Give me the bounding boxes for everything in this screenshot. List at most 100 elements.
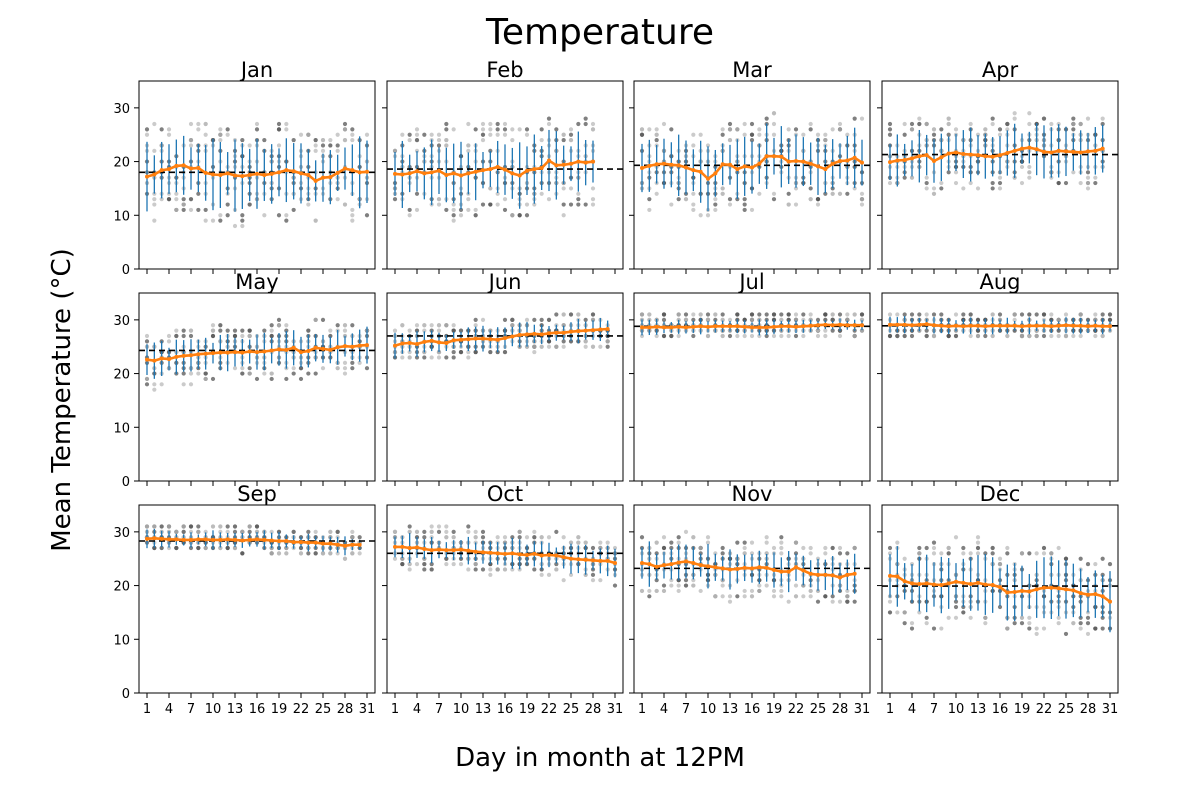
scatter-point (837, 312, 843, 317)
daily-mean-point (451, 548, 456, 553)
scatter-point (808, 197, 813, 202)
scatter-point (488, 567, 493, 572)
scatter-point (174, 529, 179, 534)
daily-mean-point (845, 158, 850, 163)
scatter-point (510, 567, 515, 572)
scatter-point (793, 540, 799, 545)
scatter-point (284, 545, 289, 551)
scatter-point (735, 197, 740, 202)
daily-mean-point (269, 538, 274, 543)
daily-mean-point (510, 551, 515, 556)
scatter-point (210, 323, 216, 328)
scatter-point (1027, 626, 1032, 631)
daily-mean-point (917, 154, 922, 159)
scatter-point (997, 561, 1003, 567)
scatter-point (683, 312, 689, 317)
daily-mean-line (889, 146, 1104, 164)
daily-mean-point (1056, 148, 1061, 153)
scatter-point (269, 529, 274, 534)
daily-mean-point (808, 571, 813, 576)
scatter-point (1056, 545, 1061, 551)
x-tick-label: 7 (930, 702, 938, 717)
scatter-point (837, 599, 843, 604)
scatter-point (561, 137, 566, 143)
scatter-point (466, 207, 471, 213)
scatter-point (968, 180, 973, 186)
scatter-point (210, 333, 216, 339)
scatter-point (931, 626, 937, 631)
daily-mean-point (1034, 323, 1039, 328)
daily-mean-point (444, 173, 449, 177)
scatter-point (961, 604, 966, 610)
daily-mean-point (495, 337, 500, 342)
scatter-point (698, 551, 703, 556)
daily-mean-point (888, 322, 892, 327)
x-tick-label: 1 (143, 702, 151, 717)
daily-mean-point (306, 173, 311, 177)
daily-mean-point (255, 537, 259, 542)
scatter-point (466, 197, 471, 202)
scatter-point (407, 349, 412, 355)
scatter-point (240, 223, 245, 229)
scatter-point (887, 599, 893, 604)
scatter-point (1078, 556, 1083, 561)
panel-jun: Jun (382, 270, 624, 486)
scatter-point (436, 323, 442, 328)
scatter-point (1027, 175, 1032, 180)
scatter-point (144, 376, 150, 382)
x-tick-label: 10 (205, 702, 222, 717)
scatter-point (823, 317, 828, 322)
scatter-point (808, 594, 813, 599)
scatter-point (181, 524, 186, 529)
scatter-point (837, 551, 843, 556)
scatter-point (1100, 556, 1105, 561)
scatter-point (590, 121, 596, 127)
daily-mean-point (240, 174, 245, 179)
scatter-point (749, 132, 755, 137)
daily-mean-point (262, 537, 267, 542)
daily-mean-point (247, 173, 252, 177)
scatter-point (669, 127, 674, 132)
scatter-point (568, 339, 574, 344)
scatter-point (181, 371, 186, 376)
daily-mean-point (1005, 590, 1010, 595)
scatter-point (917, 610, 922, 615)
scatter-point (422, 535, 427, 540)
scatter-point (196, 545, 201, 551)
scatter-point (654, 127, 659, 132)
scatter-point (859, 116, 865, 121)
scatter-point (661, 588, 667, 594)
scatter-point (852, 599, 857, 604)
scatter-point (436, 137, 442, 143)
daily-mean-point (576, 159, 581, 164)
scatter-point (887, 610, 893, 615)
scatter-point (953, 180, 959, 186)
scatter-point (400, 561, 405, 567)
scatter-point (612, 545, 618, 551)
daily-mean-point (167, 357, 171, 362)
scatter-point (1027, 170, 1032, 175)
daily-mean-point (713, 171, 718, 176)
scatter-point (1056, 333, 1061, 339)
scatter-point (444, 127, 449, 132)
daily-mean-point (910, 156, 914, 161)
scatter-point (793, 202, 799, 207)
scatter-point (808, 588, 813, 594)
daily-mean-point (1012, 148, 1017, 153)
scatter-point (931, 127, 937, 132)
scatter-point (444, 143, 449, 148)
daily-mean-point (1042, 323, 1046, 328)
scatter-point (306, 202, 311, 207)
scatter-point (691, 143, 696, 148)
scatter-point (1034, 551, 1039, 556)
scatter-point (639, 127, 645, 132)
scatter-point (1100, 572, 1105, 577)
scatter-point (232, 524, 238, 529)
daily-mean-point (983, 154, 988, 159)
scatter-point (917, 121, 922, 127)
scatter-point (757, 583, 762, 588)
daily-mean-point (691, 561, 696, 566)
scatter-point (757, 127, 762, 132)
scatter-point (320, 143, 326, 148)
daily-mean-point (932, 582, 936, 587)
